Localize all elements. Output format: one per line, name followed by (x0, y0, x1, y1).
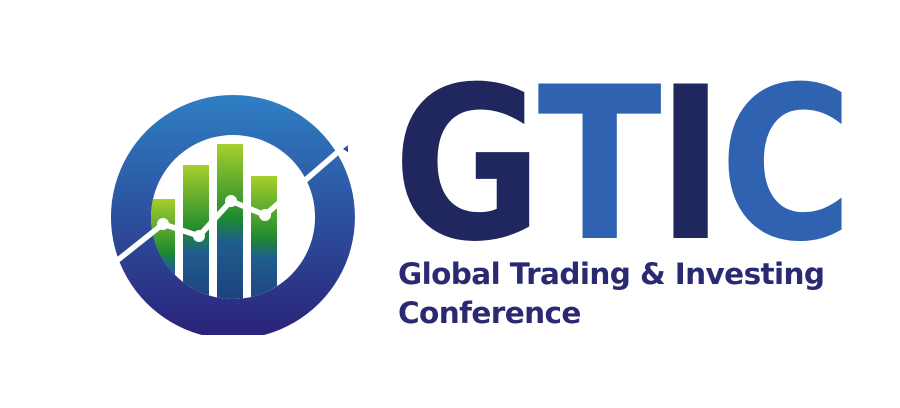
tagline-line-2: Conference (398, 296, 581, 330)
tagline-line-1: Global Trading & Investing (398, 257, 825, 291)
trend-points (157, 195, 271, 242)
acronym-letter-i: I (656, 41, 725, 288)
logo-tagline: Global Trading & Investing Conference (398, 255, 878, 333)
chart-bars (151, 144, 277, 299)
acronym-letter-t: T (537, 41, 661, 288)
trend-point (259, 209, 271, 221)
logo-ring (110, 95, 355, 335)
trend-point (225, 195, 237, 207)
logo-acronym: G T I C (393, 41, 853, 288)
chart-bar (251, 176, 277, 299)
trend-arrow (96, 148, 342, 278)
acronym-letter-g: G (393, 41, 543, 288)
trend-point (193, 230, 205, 242)
chart-bar (217, 144, 243, 299)
acronym-letter-c: C (719, 41, 853, 288)
arrow-head-notch (343, 145, 348, 152)
trend-point (157, 218, 169, 230)
chart-circle-icon (96, 95, 361, 335)
